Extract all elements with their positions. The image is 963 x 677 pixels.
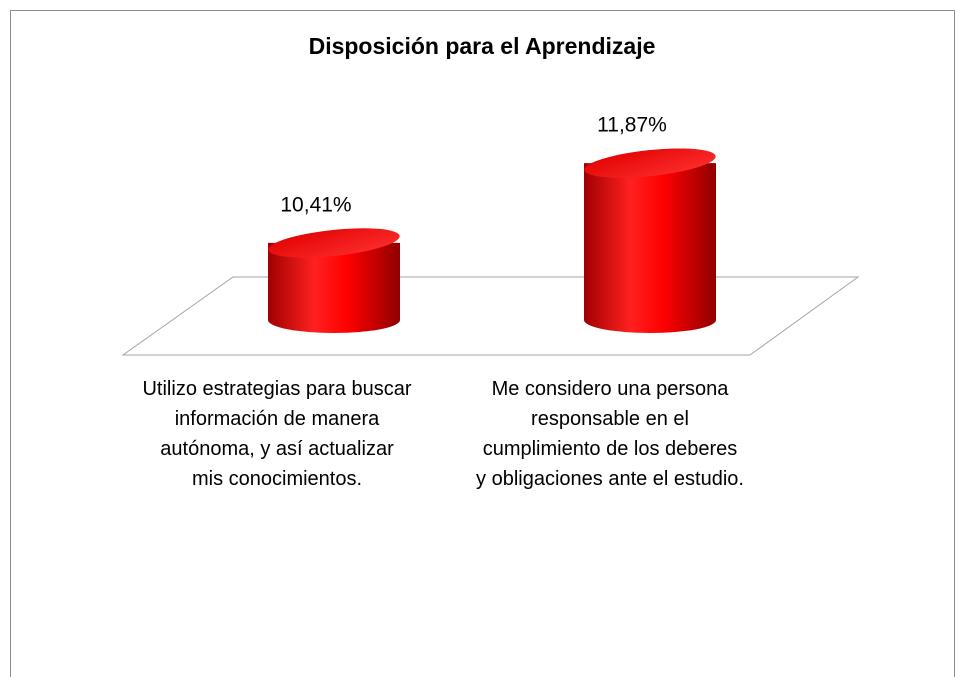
- cylinder-top: [268, 228, 400, 258]
- floor: [121, 276, 860, 356]
- x-tick-label: Utilizo estrategias para buscar informac…: [142, 378, 412, 490]
- value-label: 10,41%: [280, 193, 351, 216]
- chart-title: Disposición para el Aprendizaje: [309, 33, 656, 59]
- cylinder-body: [268, 242, 400, 333]
- cylinder-top: [584, 148, 716, 178]
- chart-border: [10, 10, 955, 677]
- cylinder-body: [584, 163, 716, 333]
- value-label: 11,87%: [597, 114, 667, 137]
- x-tick-label: Me considero una persona responsable en …: [476, 378, 744, 490]
